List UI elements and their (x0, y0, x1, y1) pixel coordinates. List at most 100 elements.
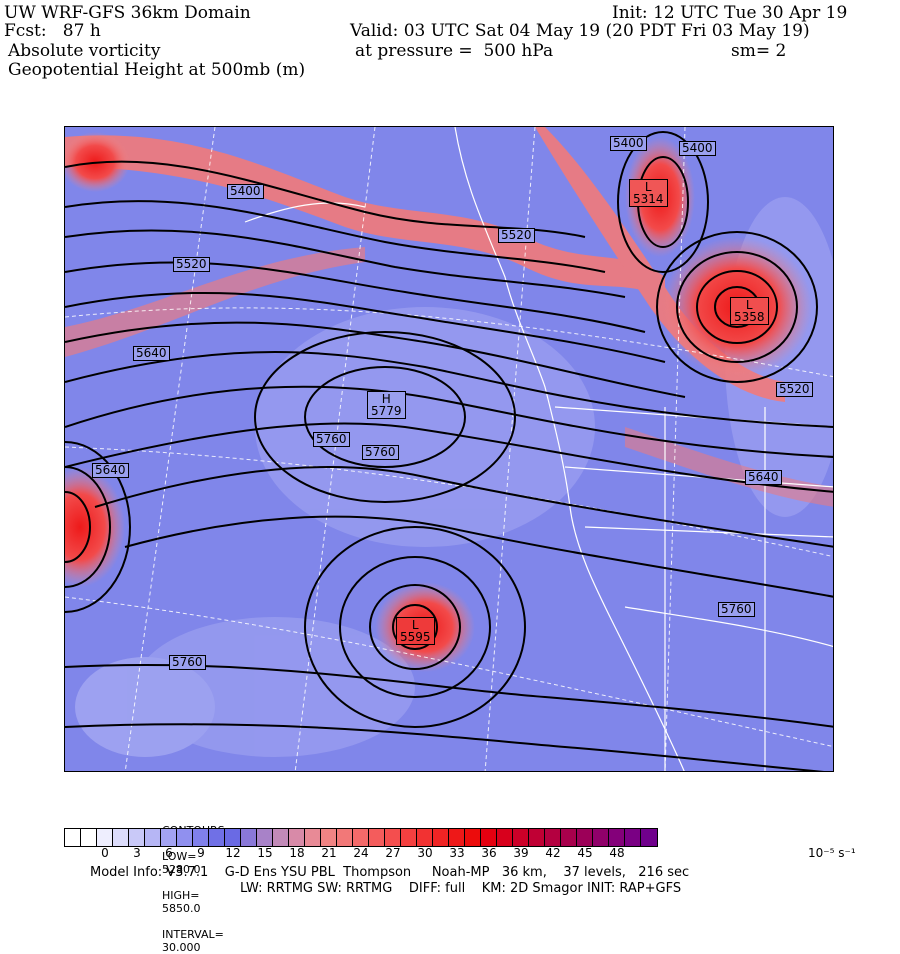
center-value: 5779 (371, 404, 402, 418)
colorbar-swatch (305, 829, 321, 846)
colorbar-tick-label: 33 (449, 846, 465, 860)
colorbar-tick-label: 9 (197, 846, 205, 860)
center-letter: L (644, 180, 652, 194)
model-info-line: Model Info: V3.7.1 G-D Ens YSU PBL Thomp… (90, 865, 690, 880)
colorbar-swatch (337, 829, 353, 846)
contours-interval-label: INTERVAL= (162, 928, 224, 941)
colorbar-tick-label: 42 (545, 846, 561, 860)
colorbar-swatch (625, 829, 641, 846)
map-canvas (65, 127, 833, 771)
center-letter: H (381, 392, 391, 406)
low-pressure-center: L 5314 (629, 179, 668, 207)
colorbar-swatch (417, 829, 433, 846)
contours-high-label: HIGH= (162, 889, 200, 902)
colorbar-swatch (465, 829, 481, 846)
high-pressure-center: H 5779 (367, 391, 406, 419)
physics-info-line: LW: RRTMG SW: RRTMG DIFF: full KM: 2D Sm… (240, 881, 682, 896)
low-pressure-center: L 5595 (396, 617, 435, 645)
contours-low: 5280.0 (162, 863, 201, 876)
colorbar-swatch (497, 829, 513, 846)
colorbar-tick-label: 15 (257, 846, 273, 860)
colorbar-swatch (113, 829, 129, 846)
contour-label: 5520 (498, 228, 535, 243)
colorbar-swatch (209, 829, 225, 846)
colorbar-tick-label: 6 (165, 846, 173, 860)
colorbar-swatch (449, 829, 465, 846)
colorbar-swatch (353, 829, 369, 846)
colorbar-tick-label: 24 (353, 846, 369, 860)
vorticity-colorbar (64, 828, 658, 847)
contour-label: 5760 (718, 602, 755, 617)
pressure-level: at pressure = 500 hPa (355, 41, 554, 61)
colorbar-swatch (369, 829, 385, 846)
colorbar-tick-label: 39 (513, 846, 529, 860)
colorbar-swatch (609, 829, 625, 846)
colorbar-tick-label: 3 (133, 846, 141, 860)
colorbar-tick-label: 27 (385, 846, 401, 860)
contour-label: 5640 (92, 463, 129, 478)
forecast-map: 5400 5400 5400 5520 5520 5640 5640 5640 … (64, 126, 834, 772)
colorbar-swatch (81, 829, 97, 846)
contour-label: 5520 (776, 382, 813, 397)
center-letter: L (411, 618, 419, 632)
colorbar-swatch (193, 829, 209, 846)
colorbar-swatch (97, 829, 113, 846)
domain-title: UW WRF-GFS 36km Domain (4, 3, 251, 23)
contours-low-label: LOW= (162, 850, 197, 863)
forecast-hour: Fcst: 87 h (4, 21, 101, 41)
contour-label: 5400 (227, 184, 264, 199)
vorticity-max-west (65, 467, 125, 587)
center-value: 5358 (734, 310, 765, 324)
center-letter: L (745, 298, 753, 312)
colorbar-tick-label: 48 (609, 846, 625, 860)
colorbar-swatch (257, 829, 273, 846)
colorbar-swatch (321, 829, 337, 846)
colorbar-tick-label: 18 (289, 846, 305, 860)
contour-label: 5760 (362, 445, 399, 460)
colorbar-swatch (385, 829, 401, 846)
colorbar-swatch (177, 829, 193, 846)
colorbar-swatch (161, 829, 177, 846)
colorbar-tick-label: 45 (577, 846, 593, 860)
contour-label: 5640 (745, 470, 782, 485)
contour-label: 5400 (610, 136, 647, 151)
contours-interval: 30.000 (162, 941, 201, 954)
colorbar-swatch (145, 829, 161, 846)
center-value: 5595 (400, 630, 431, 644)
colorbar-swatch (65, 829, 81, 846)
colorbar-swatch (225, 829, 241, 846)
contour-label: 5760 (169, 655, 206, 670)
colorbar-unit: 10⁻⁵ s⁻¹ (808, 846, 856, 860)
contour-label: 5640 (133, 346, 170, 361)
init-time: Init: 12 UTC Tue 30 Apr 19 (612, 3, 848, 23)
colorbar-swatch (433, 829, 449, 846)
colorbar-swatch (129, 829, 145, 846)
colorbar-swatch (481, 829, 497, 846)
colorbar-tick-label: 0 (101, 846, 109, 860)
contours-high: 5850.0 (162, 902, 201, 915)
field-name-height: Geopotential Height at 500mb (m) (8, 60, 306, 80)
colorbar-tick-label: 21 (321, 846, 337, 860)
colorbar-swatch (641, 829, 657, 846)
colorbar-swatch (289, 829, 305, 846)
colorbar-swatch (513, 829, 529, 846)
field-name-vorticity: Absolute vorticity (8, 41, 161, 61)
colorbar-swatch (545, 829, 561, 846)
colorbar-swatch (529, 829, 545, 846)
contour-label: 5520 (173, 257, 210, 272)
colorbar-swatch (593, 829, 609, 846)
colorbar-tick-label: 30 (417, 846, 433, 860)
colorbar-swatch (577, 829, 593, 846)
colorbar-tick-label: 12 (225, 846, 241, 860)
valid-time: Valid: 03 UTC Sat 04 May 19 (20 PDT Fri … (350, 21, 810, 41)
colorbar-swatch (401, 829, 417, 846)
colorbar-tick-label: 36 (481, 846, 497, 860)
smoothing-value: sm= 2 (731, 41, 787, 61)
colorbar-swatch (273, 829, 289, 846)
colorbar-swatch (561, 829, 577, 846)
contour-label: 5760 (313, 432, 350, 447)
center-value: 5314 (633, 192, 664, 206)
contour-label: 5400 (679, 141, 716, 156)
low-pressure-center: L 5358 (730, 297, 769, 325)
colorbar-swatch (241, 829, 257, 846)
